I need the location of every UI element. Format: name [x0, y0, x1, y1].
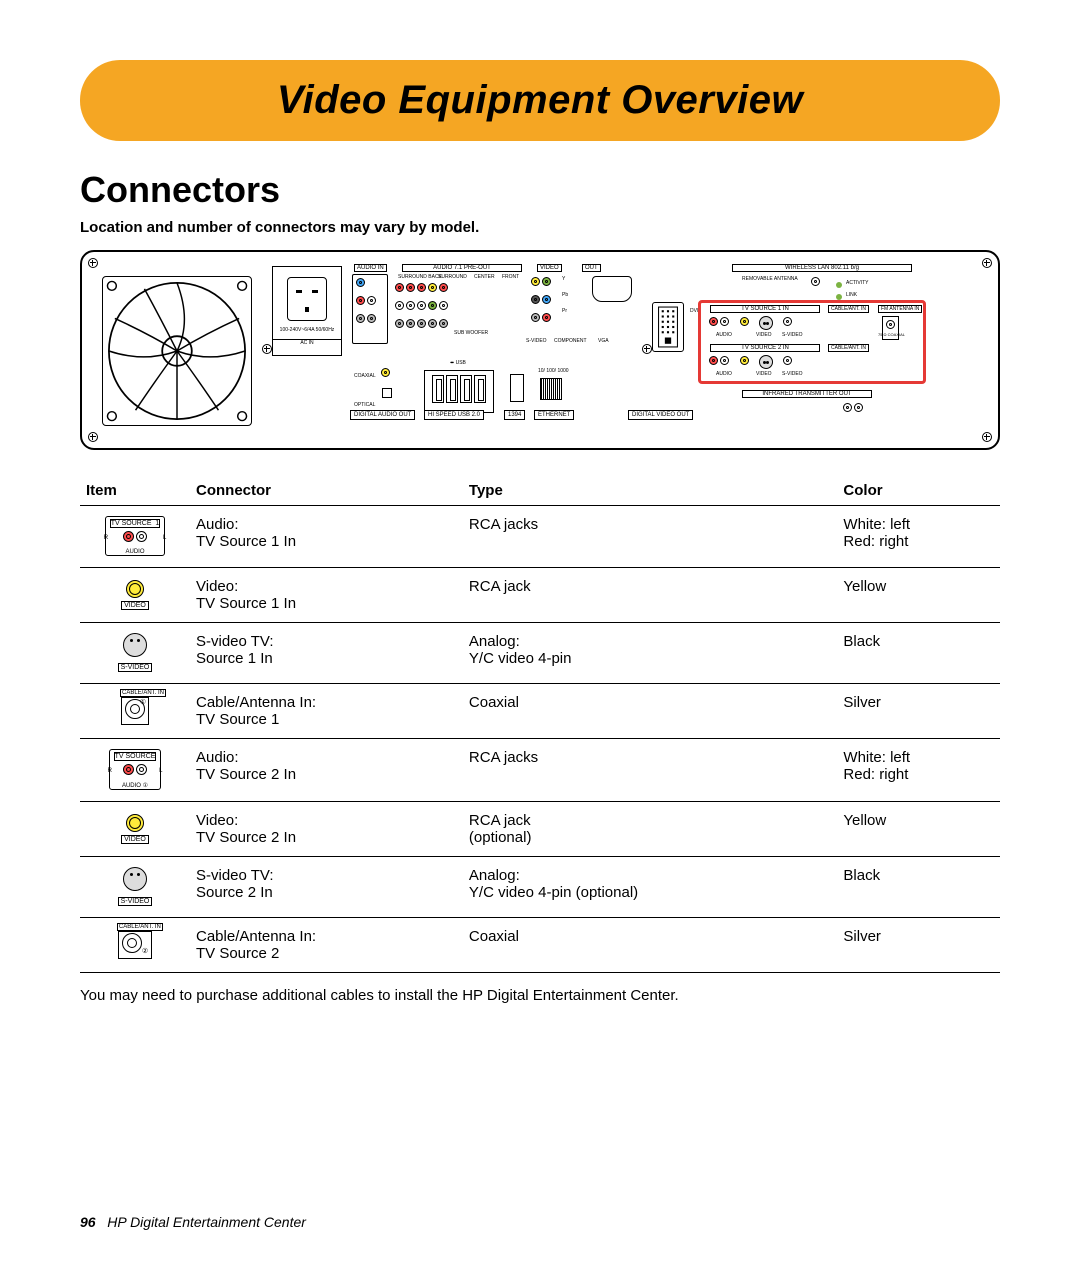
- cell-connector: Audio:TV Source 1 In: [190, 506, 463, 568]
- table-row: TV SOURCE 1 R L AUDIO Audio:TV Source 1 …: [80, 506, 1000, 568]
- th-item: Item: [80, 474, 190, 506]
- table-row: TV SOURCE R L AUDIO ① Audio:TV Source 2 …: [80, 739, 1000, 802]
- svideo-icon: S-VIDEO: [118, 633, 153, 672]
- cell-color: Yellow: [837, 568, 1000, 623]
- page-number: 96: [80, 1214, 96, 1230]
- connectors-table: Item Connector Type Color TV SOURCE 1 R …: [80, 474, 1000, 973]
- rca-video-icon: VIDEO: [121, 579, 149, 610]
- video-label: VIDEO: [537, 264, 562, 272]
- screw-icon: [642, 344, 652, 354]
- audio-in-label: AUDIO IN: [354, 264, 387, 272]
- table-row: CABLE/ANT. IN ② Cable/Antenna In:TV Sour…: [80, 918, 1000, 973]
- audio-preout-jacks: SURROUND BACK SURROUND CENTER FRONT SUB …: [394, 274, 534, 336]
- cell-item: S-VIDEO: [80, 623, 190, 684]
- cell-connector: Cable/Antenna In:TV Source 1: [190, 684, 463, 739]
- screw-icon: [88, 258, 98, 268]
- cell-type: Coaxial: [463, 684, 838, 739]
- cell-type: Analog:Y/C video 4-pin: [463, 623, 838, 684]
- cell-item: VIDEO: [80, 802, 190, 857]
- footnote: You may need to purchase additional cabl…: [80, 987, 1000, 1004]
- th-color: Color: [837, 474, 1000, 506]
- digital-audio: COAXIAL OPTICAL: [354, 364, 392, 403]
- table-row: VIDEO Video:TV Source 2 In RCA jack(opti…: [80, 802, 1000, 857]
- section-heading: Connectors: [80, 169, 1000, 211]
- fan-icon: [102, 276, 252, 426]
- cell-type: RCA jacks: [463, 506, 838, 568]
- book-title: HP Digital Entertainment Center: [107, 1214, 306, 1230]
- cell-type: RCA jack: [463, 568, 838, 623]
- screw-icon: [262, 344, 272, 354]
- cell-item: CABLE/ANT. IN ②: [80, 918, 190, 973]
- ethernet-port: [540, 378, 562, 400]
- ir-jacks: [842, 402, 864, 420]
- cell-item: TV SOURCE R L AUDIO ①: [80, 739, 190, 802]
- cell-type: RCA jack(optional): [463, 802, 838, 857]
- title-banner: Video Equipment Overview: [80, 60, 1000, 141]
- cell-color: Silver: [837, 918, 1000, 973]
- svideo-icon: S-VIDEO: [118, 867, 153, 906]
- table-header-row: Item Connector Type Color: [80, 474, 1000, 506]
- audio-preout-label: AUDIO 7.1 PRE-OUT: [402, 264, 522, 272]
- cell-item: S-VIDEO: [80, 857, 190, 918]
- cell-connector: S-video TV:Source 2 In: [190, 857, 463, 918]
- rca-pair-icon: TV SOURCE 1 R L AUDIO: [105, 516, 166, 556]
- cell-type: Analog:Y/C video 4-pin (optional): [463, 857, 838, 918]
- table-row: VIDEO Video:TV Source 1 In RCA jack Yell…: [80, 568, 1000, 623]
- page-footer: 96 HP Digital Entertainment Center: [80, 1214, 306, 1230]
- ieee1394-port: [510, 374, 524, 402]
- out-label: OUT: [582, 264, 601, 272]
- video-out-jacks: Y Pb Pr: [530, 276, 552, 330]
- cell-connector: Cable/Antenna In:TV Source 2: [190, 918, 463, 973]
- cell-color: White: leftRed: right: [837, 506, 1000, 568]
- th-type: Type: [463, 474, 838, 506]
- cell-connector: Video:TV Source 1 In: [190, 568, 463, 623]
- audio-in-jacks: [352, 274, 388, 344]
- vga-port: [592, 276, 632, 302]
- ir-out-label: INFRARED TRANSMITTER OUT: [742, 390, 872, 398]
- power-inlet: 100-240V~6/4A 50/60Hz AC IN: [272, 266, 342, 356]
- table-row: S-VIDEO S-video TV:Source 1 In Analog:Y/…: [80, 623, 1000, 684]
- cell-type: Coaxial: [463, 918, 838, 973]
- cell-connector: Audio:TV Source 2 In: [190, 739, 463, 802]
- table-row: CABLE/ANT. IN ① Cable/Antenna In:TV Sour…: [80, 684, 1000, 739]
- usb-ports: [424, 370, 494, 413]
- cell-color: Black: [837, 623, 1000, 684]
- wireless-label: WIRELESS LAN 802.11 b/g: [732, 264, 912, 272]
- device-diagram: 100-240V~6/4A 50/60Hz AC IN AUDIO IN AUD…: [80, 250, 1000, 450]
- page-title: Video Equipment Overview: [120, 78, 960, 123]
- cell-item: CABLE/ANT. IN ①: [80, 684, 190, 739]
- cell-item: VIDEO: [80, 568, 190, 623]
- coax-icon: CABLE/ANT. IN ①: [121, 697, 149, 725]
- cell-color: Black: [837, 857, 1000, 918]
- table-row: S-VIDEO S-video TV:Source 2 In Analog:Y/…: [80, 857, 1000, 918]
- screw-icon: [982, 432, 992, 442]
- cell-color: Silver: [837, 684, 1000, 739]
- subheading: Location and number of connectors may va…: [80, 219, 1000, 236]
- screw-icon: [982, 258, 992, 268]
- cell-connector: Video:TV Source 2 In: [190, 802, 463, 857]
- cell-type: RCA jacks: [463, 739, 838, 802]
- coax-icon: CABLE/ANT. IN ②: [118, 931, 152, 959]
- cell-connector: S-video TV:Source 1 In: [190, 623, 463, 684]
- tvsrc1-label: TV SOURCE 1 IN: [710, 305, 820, 313]
- rca-pair-icon: TV SOURCE R L AUDIO ①: [109, 749, 162, 790]
- cell-color: White: leftRed: right: [837, 739, 1000, 802]
- cell-item: TV SOURCE 1 R L AUDIO: [80, 506, 190, 568]
- dvi-port: [652, 302, 684, 352]
- screw-icon: [88, 432, 98, 442]
- tvsrc2-label: TV SOURCE 2 IN: [710, 344, 820, 352]
- rca-video-icon: VIDEO: [121, 813, 149, 844]
- th-connector: Connector: [190, 474, 463, 506]
- cell-color: Yellow: [837, 802, 1000, 857]
